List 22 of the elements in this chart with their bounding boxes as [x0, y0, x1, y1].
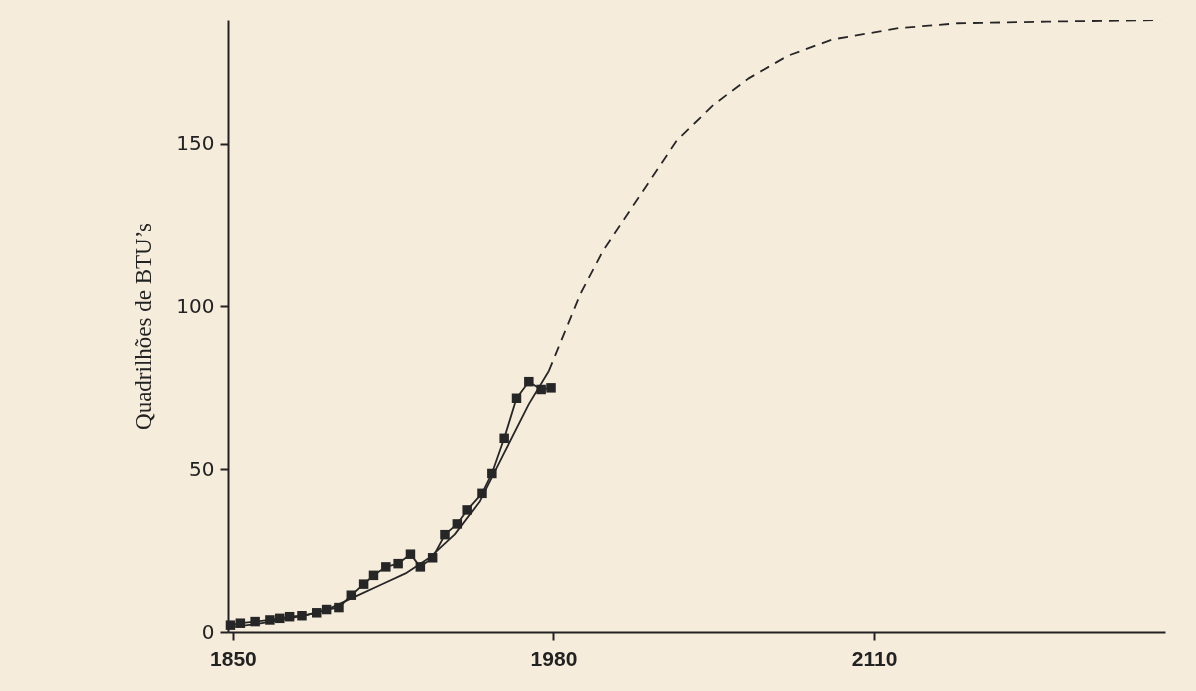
y-tick-label: 100	[176, 293, 215, 318]
point	[452, 519, 463, 529]
x-tick-label: 1980	[530, 646, 578, 670]
x-tick-label: 2110	[851, 646, 898, 670]
y-tick-label: 0	[201, 619, 215, 644]
point	[499, 433, 509, 444]
point	[381, 562, 391, 572]
y-axis-title: Quadrilhões de BTU’s	[131, 222, 157, 430]
x-tick-label: 1850	[210, 646, 257, 670]
point	[358, 579, 369, 589]
point	[524, 376, 534, 387]
point	[462, 505, 472, 515]
point	[511, 393, 522, 404]
point	[312, 608, 322, 618]
point	[546, 383, 556, 393]
point	[405, 549, 416, 559]
y-tick-label: 150	[176, 131, 215, 156]
point	[265, 615, 275, 625]
y-tick-label: 50	[189, 456, 215, 481]
point	[393, 558, 403, 569]
point	[368, 570, 379, 581]
point	[440, 529, 450, 540]
